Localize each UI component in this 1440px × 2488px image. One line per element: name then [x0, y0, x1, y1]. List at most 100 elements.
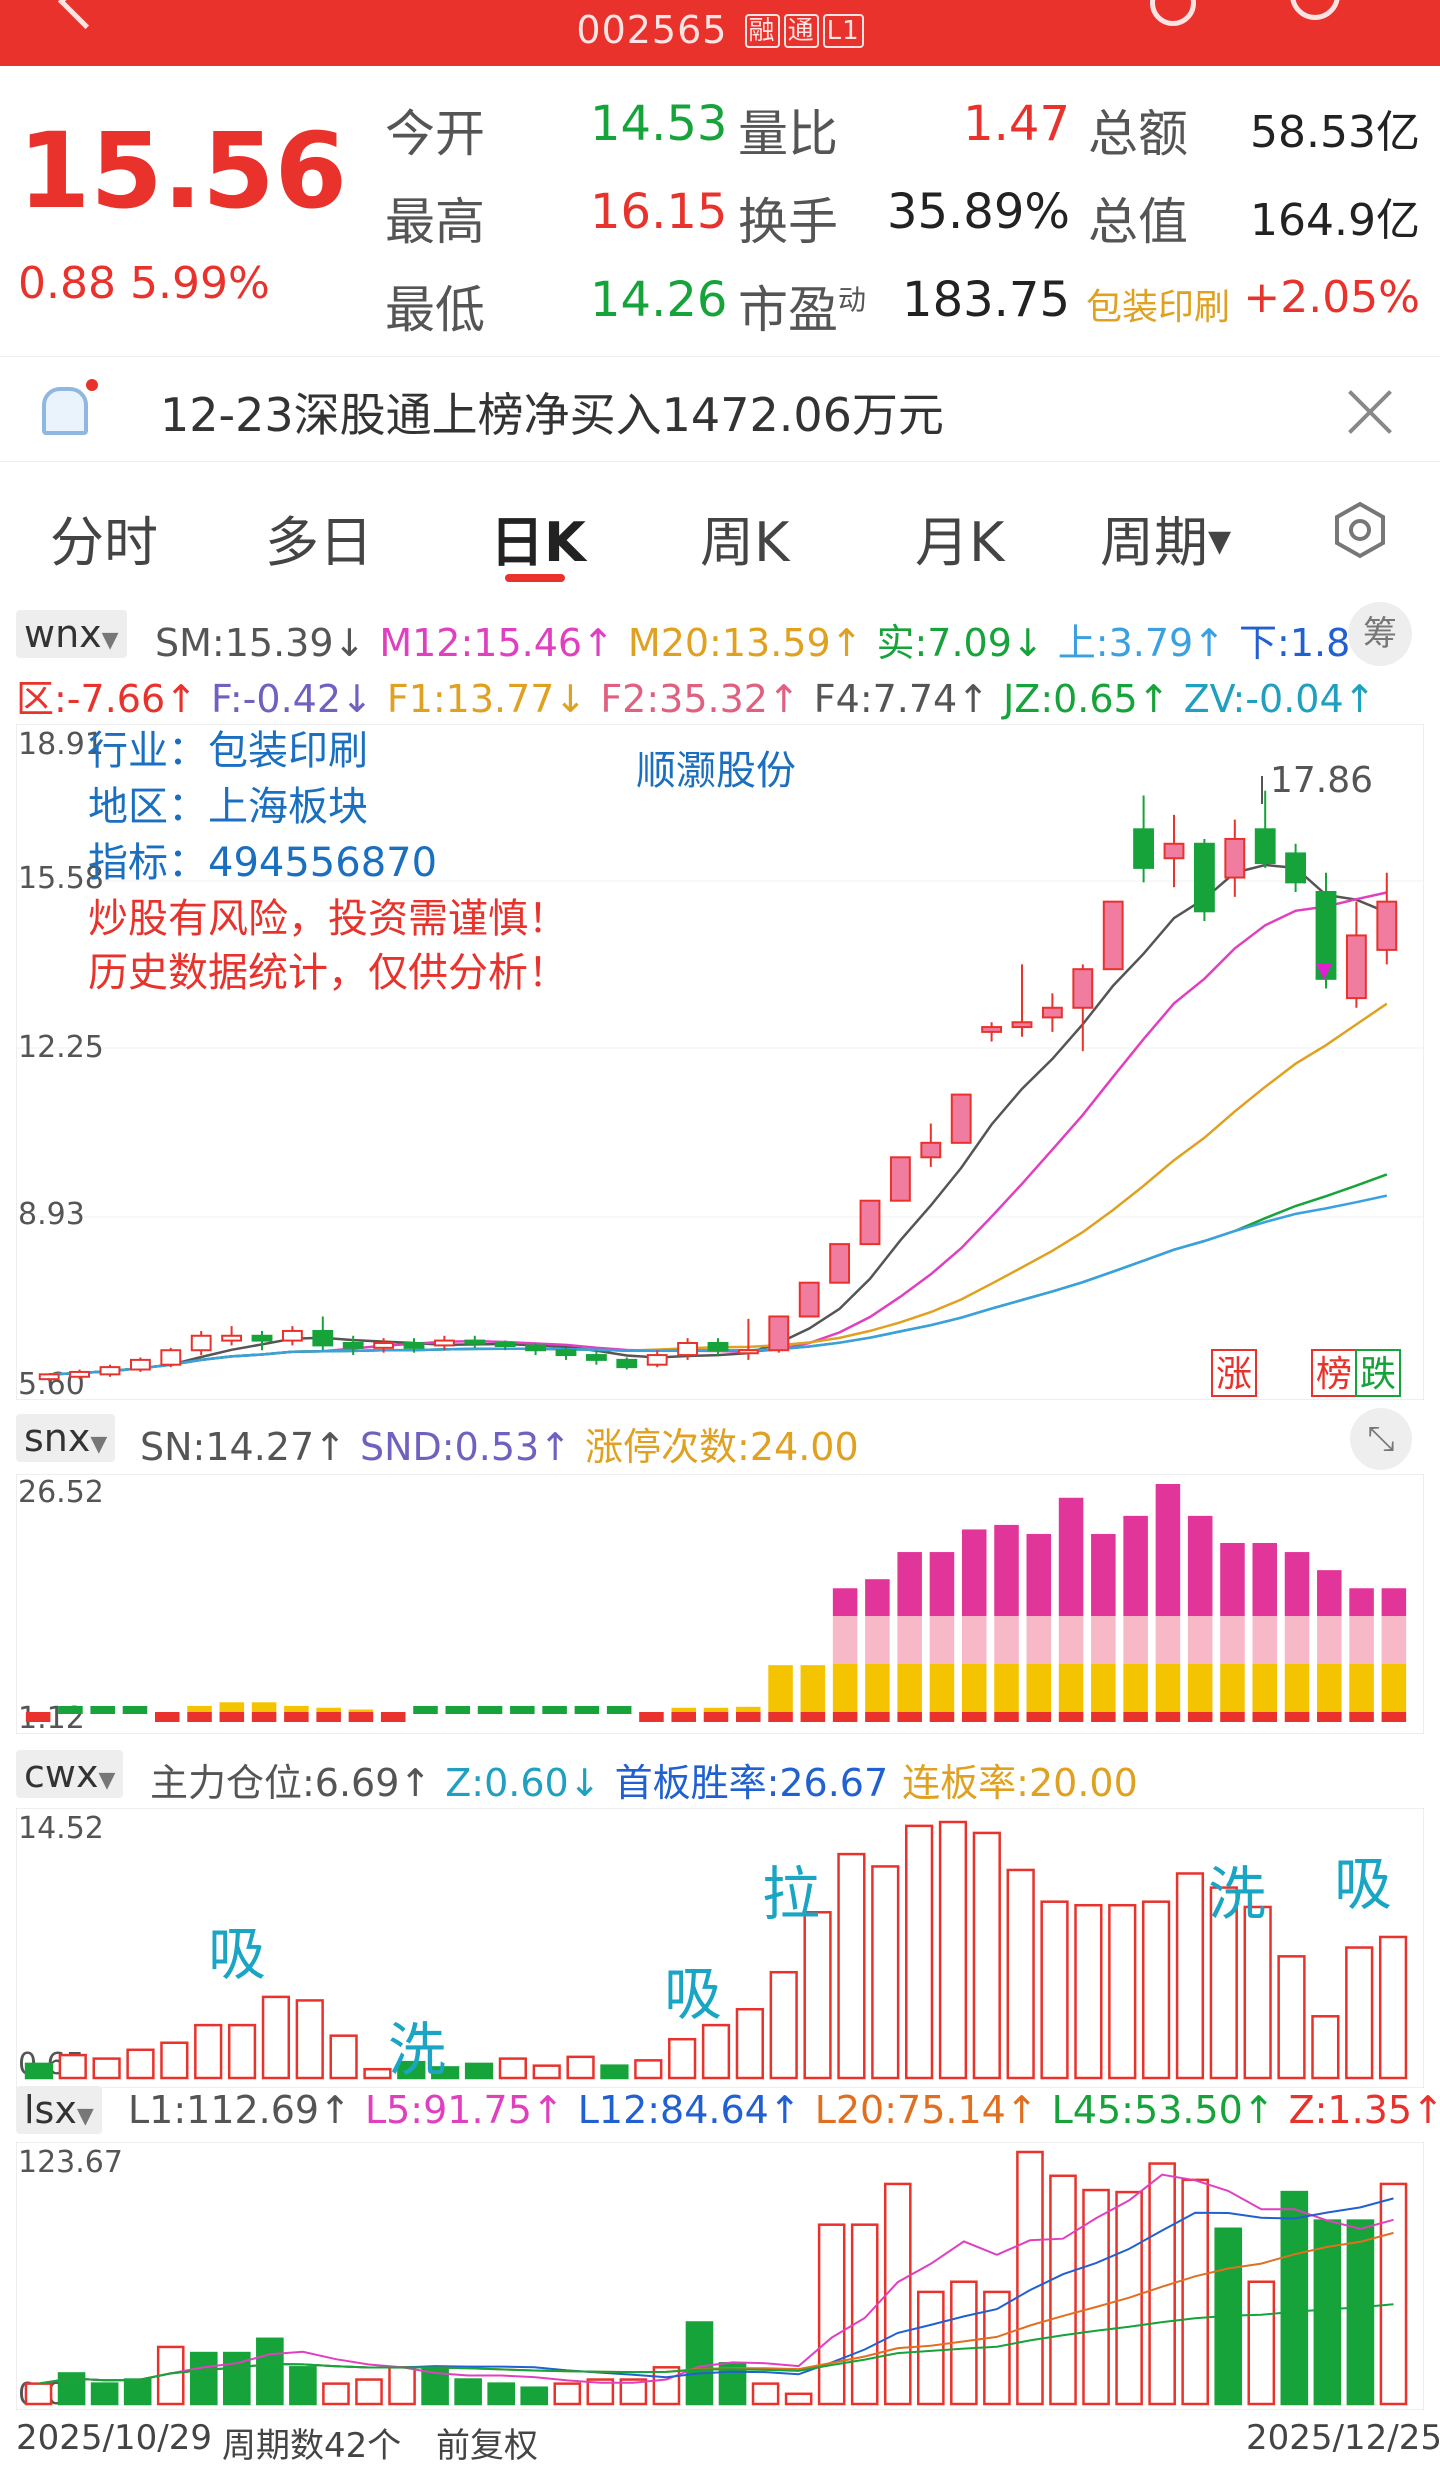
candle: [677, 1342, 699, 1357]
close-icon[interactable]: [1340, 381, 1400, 441]
pe-label-text: 市盈: [738, 281, 838, 339]
limit-down-tag: 跌: [1360, 1354, 1396, 1395]
wnx-name: wnx: [24, 612, 102, 656]
lsx-bars: [24, 2150, 1408, 2406]
snx-bar: [510, 1706, 535, 1714]
snx-bar-yellow: [1220, 1664, 1245, 1712]
candle: [1193, 842, 1215, 913]
lsx-bar: [24, 2382, 53, 2406]
sector-name[interactable]: 包装印刷: [1086, 287, 1231, 328]
snx-bar-yellow: [897, 1664, 922, 1712]
snx-bar-base: [1091, 1712, 1116, 1722]
lsx-bar: [520, 2386, 549, 2406]
low-label: 最低: [385, 281, 485, 339]
snx-bar-pink: [1155, 1616, 1181, 1664]
change-value: 0.88: [18, 258, 116, 309]
tab-rik[interactable]: 日K: [490, 511, 586, 574]
kline-chart[interactable]: 18.91 15.58 12.25 8.93 5.60 行业：包装印刷 地区：上…: [16, 724, 1424, 1400]
cwx-bar: [329, 2034, 358, 2080]
lsx-bar: [685, 2321, 714, 2406]
snx-bar-base: [768, 1712, 793, 1722]
settings-icon[interactable]: [1330, 500, 1390, 560]
cwx-bar: [735, 2007, 764, 2080]
snx-bar-base: [1187, 1712, 1213, 1722]
candle: [798, 1281, 820, 1318]
snx-bar-magenta: [1220, 1543, 1245, 1616]
lsx-bar: [1346, 2219, 1375, 2406]
snx-name: snx: [24, 1416, 91, 1460]
cwx-bar: [871, 1865, 900, 2080]
tab-period[interactable]: 周期▼: [1100, 498, 1231, 577]
lsx-bar: [1379, 2182, 1408, 2406]
cwx-value-3: 连板率:20.00: [902, 1761, 1138, 1805]
snx-bar-yellow: [1349, 1664, 1374, 1712]
snx-bar: [58, 1706, 83, 1714]
candle: [69, 1370, 91, 1378]
snx-bars: [25, 1484, 1407, 1722]
alert-icon[interactable]: [1150, 0, 1196, 26]
notice-bar[interactable]: 12-23深股通上榜净买入1472.06万元: [0, 356, 1440, 462]
snx-bar-yellow: [1317, 1664, 1342, 1712]
snx-bar-base: [187, 1712, 212, 1722]
snx-bar: [736, 1706, 761, 1712]
high-marker: 17.86: [1270, 760, 1373, 801]
candle: [1285, 852, 1307, 884]
cwx-bar: [972, 1831, 1001, 2080]
snx-bar: [284, 1705, 309, 1712]
candle: [160, 1349, 182, 1366]
adjust-mode[interactable]: 前复权: [436, 2426, 538, 2466]
wnx2-value-6: ZV:-0.04↑: [1183, 677, 1376, 721]
snx-selector[interactable]: snx▼: [16, 1414, 116, 1462]
snx-bar-yellow: [832, 1664, 858, 1712]
wnx-selector[interactable]: wnx▼: [16, 610, 127, 658]
cwx-bar: [905, 1824, 934, 2080]
expand-icon[interactable]: ⤡: [1350, 1408, 1412, 1470]
cwx-bars: [24, 1820, 1408, 2080]
snx-bar-base: [703, 1712, 729, 1722]
lsx-line-3: [38, 2303, 1394, 2385]
lsx-bar: [917, 2290, 945, 2406]
chevron-down-icon: ▼: [98, 1768, 116, 1793]
mktcap-label: 总值: [1088, 193, 1188, 251]
lsx-bar: [388, 2366, 416, 2406]
tab-fenshi[interactable]: 分时: [50, 511, 158, 574]
snx-bar-base: [1381, 1712, 1407, 1722]
snx-bar-pink: [961, 1616, 987, 1664]
lsx-bar: [322, 2382, 350, 2406]
la-label: 拉: [762, 1860, 820, 1928]
lsx-bar: [553, 2382, 582, 2406]
cwx-bar: [498, 2057, 527, 2080]
cwx-bar: [566, 2055, 595, 2080]
region-label: 地区：上海板块: [88, 784, 368, 830]
top-bar: [0, 0, 1440, 66]
snx-bar-base: [1252, 1712, 1278, 1722]
candle: [190, 1334, 212, 1352]
snx-bar-pink: [1123, 1616, 1148, 1664]
lsx-values-row: L1:112.69↑ L5:91.75↑ L12:84.64↑ L20:75.14↑ L…: [128, 2088, 1440, 2132]
snx-bar-base: [1220, 1712, 1245, 1722]
chip-button[interactable]: 筹: [1348, 602, 1412, 666]
cwx-bar: [1277, 1955, 1306, 2080]
lsx-value-1: L5:91.75↑: [364, 2088, 564, 2132]
candle: [585, 1354, 607, 1361]
snx-bar-base: [1284, 1712, 1310, 1722]
change-pct: 5.99%: [129, 258, 270, 309]
snx-bar-magenta: [961, 1529, 987, 1616]
lsx-selector[interactable]: lsx▼: [16, 2086, 102, 2134]
snx-bar: [671, 1707, 696, 1712]
tab-yuek[interactable]: 月K: [915, 511, 1005, 574]
snx-bar-magenta: [865, 1579, 890, 1616]
end-date: 2025/12/25: [1246, 2418, 1440, 2458]
snx-bar-pink: [832, 1616, 858, 1664]
cwx-selector[interactable]: cwx▼: [16, 1750, 124, 1798]
tab-duori[interactable]: 多日: [265, 511, 373, 574]
lsx-bar: [454, 2378, 482, 2406]
billboard-tag: 榜: [1316, 1354, 1352, 1395]
candle: [464, 1339, 486, 1345]
snx-bar-base: [800, 1712, 826, 1722]
candle: [433, 1339, 455, 1347]
y-tick-top: 18.91: [18, 727, 104, 762]
snx-value-2: 涨停次数:24.00: [585, 1425, 859, 1469]
y-tick-4: 8.93: [18, 1197, 85, 1232]
tab-zhouk[interactable]: 周K: [700, 511, 790, 574]
